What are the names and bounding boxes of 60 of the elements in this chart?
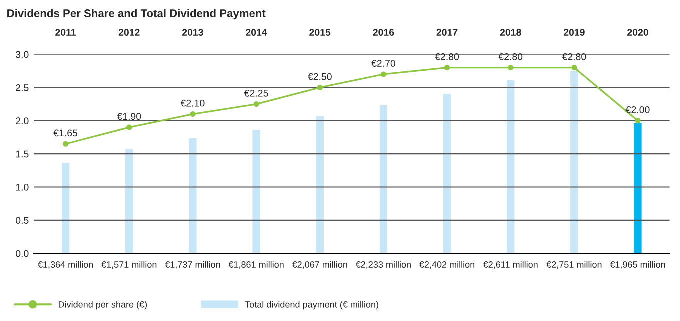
point <box>508 65 514 71</box>
data-label: €1.90 <box>117 113 142 120</box>
bar <box>570 71 578 254</box>
y-tick-label: 1.5 <box>16 150 29 158</box>
data-label: €2.25 <box>244 90 268 97</box>
x-tick-label: 2016 <box>373 29 394 36</box>
x-tick-label: 2013 <box>182 29 204 36</box>
point <box>380 72 386 78</box>
data-label: €1,737 million <box>165 261 220 270</box>
point <box>444 65 450 71</box>
data-label: €2,067 million <box>292 261 348 270</box>
x-tick-label: 2012 <box>118 29 140 36</box>
y-tick-label: 2.0 <box>16 118 29 125</box>
data-label: €2,402 million <box>419 261 475 270</box>
bar <box>634 123 642 254</box>
x-tick-label: 2019 <box>564 29 585 36</box>
x-tick-label: 2017 <box>436 29 458 36</box>
data-label: €2.80 <box>562 53 586 60</box>
data-label: €1.65 <box>54 130 78 137</box>
point <box>317 84 323 91</box>
bar <box>316 116 324 254</box>
data-label: €1,965 million <box>610 261 666 270</box>
x-tick-label: 2014 <box>246 29 268 36</box>
data-label: €2.50 <box>308 73 332 80</box>
point <box>63 141 69 147</box>
data-label: €2,751 million <box>546 261 602 270</box>
data-label: €1,364 million <box>38 261 94 270</box>
bar <box>443 94 452 254</box>
data-label: €1,571 million <box>102 261 157 270</box>
y-tick-label: 0.5 <box>16 217 29 224</box>
data-label: €2,611 million <box>483 261 538 270</box>
y-tick-label: 1.0 <box>16 184 29 191</box>
point <box>572 65 578 71</box>
x-tick-label: 2020 <box>628 29 648 36</box>
bar <box>126 149 134 254</box>
y-tick-label: 2.5 <box>16 84 29 92</box>
bar <box>62 163 70 254</box>
point <box>190 112 196 118</box>
data-label: €2.10 <box>180 100 205 107</box>
x-tick-label: 2015 <box>310 29 331 36</box>
bar <box>380 105 388 254</box>
bar <box>252 130 260 254</box>
y-tick-label: 3.0 <box>16 51 29 58</box>
y-tick-label: 0.0 <box>16 250 29 258</box>
chart-title: Dividends Per Share and Total Dividend Payment <box>8 9 266 20</box>
data-label: €1,861 million <box>228 261 284 270</box>
point <box>126 124 132 130</box>
x-tick-label: 2011 <box>56 29 76 36</box>
legend-label: Dividend per share (€) <box>59 301 148 310</box>
point <box>635 118 641 124</box>
legend-label: Total dividend payment (€ million) <box>245 301 378 310</box>
data-label: €2.00 <box>626 106 650 114</box>
bar <box>507 80 515 254</box>
data-label: €2,233 million <box>356 261 411 270</box>
data-label: €2.70 <box>372 60 396 67</box>
x-tick-label: 2018 <box>500 29 522 36</box>
data-label: €2.80 <box>498 53 523 60</box>
data-label: €2.80 <box>435 53 460 60</box>
point <box>254 102 260 108</box>
bar <box>189 138 197 254</box>
